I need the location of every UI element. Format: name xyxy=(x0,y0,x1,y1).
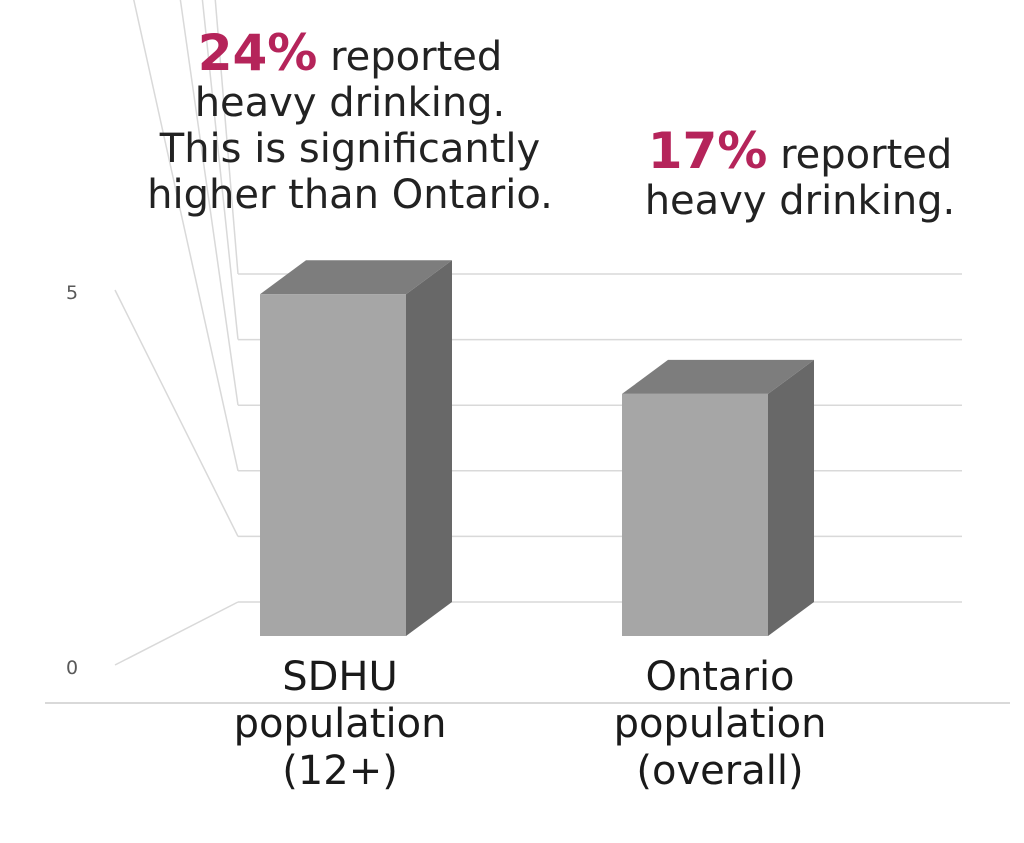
gridline-diag-10 xyxy=(133,0,239,471)
annotation-ontario: 17% reported heavy drinking. xyxy=(600,126,1000,224)
annotation-sdhu-percent: 24% xyxy=(197,24,318,82)
gridline-diag-0 xyxy=(114,601,239,666)
bar-1-side xyxy=(768,359,814,636)
gridline-diag-25 xyxy=(214,0,239,275)
category-label-ontario-line-3: (overall) xyxy=(636,748,804,794)
annotation-sdhu: 24% reported heavy drinking. This is sig… xyxy=(100,28,600,218)
annotation-sdhu-line-3: This is significantly xyxy=(159,126,541,172)
gridline-diag-20 xyxy=(201,0,239,340)
bar-1 xyxy=(622,359,814,636)
annotation-ontario-line-2: heavy drinking. xyxy=(644,178,956,224)
y-tick-label-0: 0 xyxy=(66,657,78,679)
annotation-sdhu-line-2: heavy drinking. xyxy=(194,80,506,126)
y-axis-ticks: 0510152025 xyxy=(66,282,78,679)
category-label-sdhu-line-2: population xyxy=(233,701,447,747)
bar-0-side xyxy=(406,260,452,636)
bar-0-front xyxy=(260,294,406,636)
gridline-diag-5 xyxy=(114,289,239,537)
category-label-ontario-line-1: Ontario xyxy=(645,654,795,700)
category-label-ontario-line-2: population xyxy=(613,701,827,747)
category-label-sdhu: SDHU population (12+) xyxy=(210,654,470,795)
annotation-sdhu-line-1: reported xyxy=(317,34,503,80)
category-label-ontario: Ontario population (overall) xyxy=(590,654,850,795)
bar-0 xyxy=(260,260,452,636)
annotation-ontario-line-1: reported xyxy=(767,132,953,178)
category-label-sdhu-line-1: SDHU xyxy=(282,654,398,700)
bar-1-top xyxy=(622,359,814,394)
category-label-sdhu-line-3: (12+) xyxy=(282,748,398,794)
bars xyxy=(260,260,814,636)
y-tick-label-5: 5 xyxy=(66,282,78,304)
annotation-ontario-percent: 17% xyxy=(647,122,768,180)
annotation-sdhu-line-4: higher than Ontario. xyxy=(147,172,553,218)
bar-0-top xyxy=(260,260,452,295)
bar-1-front xyxy=(622,393,768,636)
gridline-diag-15 xyxy=(179,0,239,406)
